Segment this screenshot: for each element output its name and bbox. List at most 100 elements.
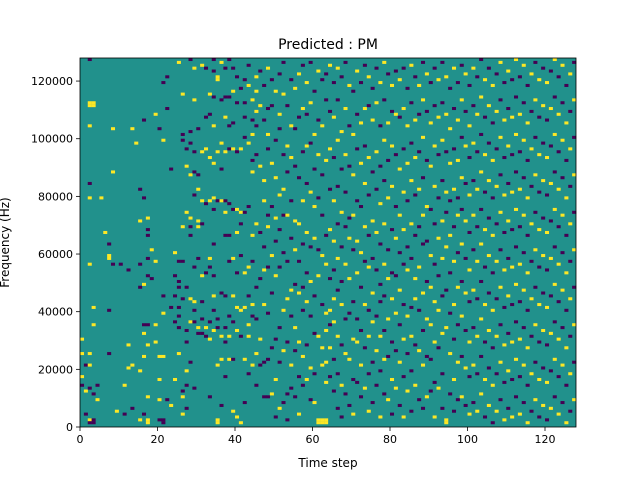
heatmap-cell (289, 236, 294, 240)
heatmap-cell (552, 58, 557, 62)
heatmap-cell (293, 395, 298, 399)
heatmap-cell (459, 395, 464, 399)
heatmap-cell (529, 334, 534, 338)
heatmap-cell (145, 274, 150, 278)
heatmap-cell (552, 282, 557, 286)
heatmap-cell (277, 265, 282, 269)
heatmap-cell (289, 78, 294, 82)
heatmap-cell (533, 360, 538, 364)
heatmap-cell (351, 89, 356, 93)
heatmap-cell (374, 383, 379, 387)
heatmap-cell (211, 58, 216, 62)
heatmap-cell (424, 72, 429, 76)
heatmap-cell (424, 239, 429, 243)
heatmap-cell (114, 409, 119, 413)
heatmap-cell (176, 279, 181, 284)
heatmap-cell (374, 66, 379, 70)
heatmap-cell (235, 207, 240, 211)
heatmap-cell (560, 213, 565, 217)
heatmap-cell (176, 259, 181, 263)
heatmap-cell (211, 124, 216, 128)
heatmap-cell (192, 66, 197, 70)
heatmap-cell (533, 173, 538, 177)
heatmap-cell (405, 199, 410, 203)
heatmap-cell (393, 153, 398, 157)
heatmap-cell (448, 392, 453, 396)
heatmap-cell (324, 311, 329, 315)
heatmap-cell (107, 352, 112, 356)
heatmap-cell (250, 98, 255, 102)
heatmap-cell (475, 259, 480, 263)
heatmap-cell (196, 256, 201, 260)
heatmap-cell (440, 372, 445, 376)
heatmap-cell (514, 95, 519, 99)
heatmap-cell (494, 297, 499, 301)
heatmap-cell (370, 170, 375, 174)
heatmap-cell (386, 354, 391, 358)
heatmap-cell (266, 213, 271, 217)
heatmap-cell (560, 288, 565, 292)
heatmap-cell (126, 268, 131, 272)
heatmap-cell (362, 259, 367, 263)
heatmap-cell (122, 383, 127, 387)
heatmap-cell (525, 158, 530, 162)
heatmap-cell (347, 236, 352, 240)
heatmap-cell (525, 271, 530, 275)
heatmap-cell (207, 320, 212, 324)
heatmap-cell (184, 285, 189, 289)
heatmap-cell (300, 308, 305, 312)
heatmap-cell (455, 81, 460, 85)
heatmap-cell (312, 167, 317, 171)
heatmap-cell (180, 225, 185, 229)
heatmap-cell (459, 176, 464, 180)
heatmap-cell (324, 380, 329, 384)
heatmap-cell (362, 386, 367, 390)
heatmap-cell (490, 383, 495, 387)
heatmap-cell (339, 130, 344, 134)
heatmap-cell (351, 213, 356, 217)
heatmap-cell (386, 196, 391, 200)
heatmap-cell (424, 354, 429, 358)
heatmap-cell (87, 386, 92, 390)
heatmap-cell (459, 314, 464, 318)
heatmap-cell (490, 233, 495, 237)
heatmap-cell (386, 121, 391, 125)
heatmap-cell (436, 115, 441, 119)
heatmap-cell (413, 343, 418, 347)
heatmap-cell (227, 202, 232, 206)
heatmap-cell (188, 173, 193, 177)
heatmap-cell (138, 285, 143, 289)
heatmap-cell (297, 115, 302, 119)
y-axis-label: Frequency (Hz) (0, 197, 12, 288)
heatmap-cell (556, 187, 561, 191)
heatmap-cell (502, 81, 507, 85)
heatmap-cell (490, 346, 495, 350)
heatmap-cell (227, 314, 232, 318)
heatmap-cell (537, 228, 542, 232)
heatmap-cell (397, 360, 402, 364)
heatmap-cell (471, 141, 476, 145)
heatmap-cell (87, 58, 92, 62)
heatmap-cell (184, 340, 189, 344)
heatmap-cell (436, 153, 441, 157)
heatmap-cell (541, 254, 546, 258)
heatmap-cell (223, 95, 228, 99)
heatmap-cell (521, 326, 526, 330)
heatmap-cell (390, 271, 395, 275)
heatmap-cell (328, 346, 333, 350)
heatmap-cell (537, 340, 542, 344)
heatmap-cell (510, 78, 515, 82)
heatmap-cell (331, 389, 336, 393)
heatmap-cell (262, 395, 267, 399)
heatmap-cell (479, 132, 484, 136)
heatmap-cell (463, 144, 468, 148)
heatmap-cell (107, 242, 112, 246)
heatmap-cell (273, 216, 278, 220)
heatmap-cell (390, 377, 395, 382)
heatmap-cell (525, 233, 530, 237)
heatmap-cell (300, 383, 305, 387)
x-tick-label: 0 (77, 433, 84, 446)
y-tick-label: 20000 (38, 363, 73, 376)
heatmap-cell (432, 340, 437, 344)
heatmap-cell (242, 271, 247, 275)
